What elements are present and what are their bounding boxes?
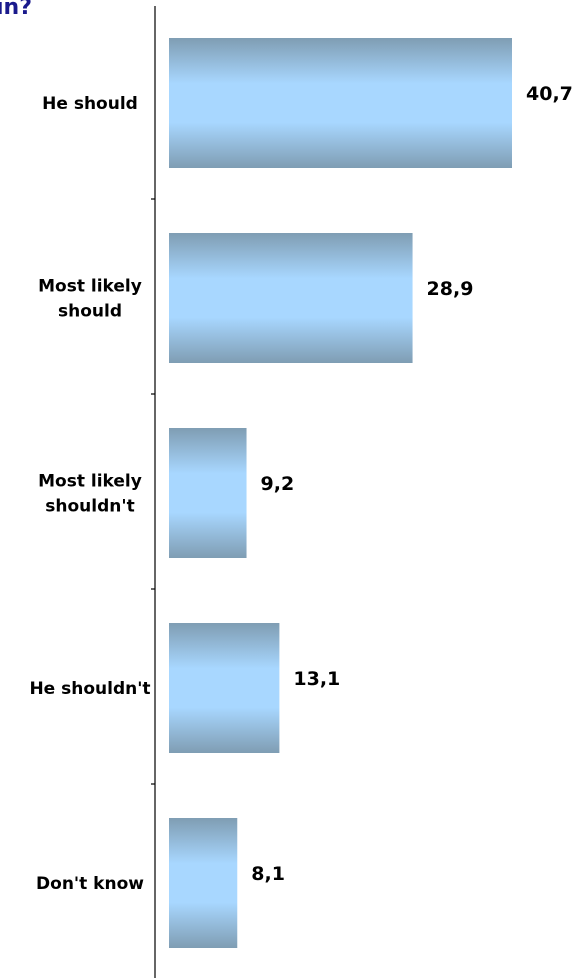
category-label-4: He shouldn't: [29, 679, 150, 699]
category-label-1: He should: [42, 94, 138, 114]
category-label-3-line-1: Most likely: [38, 472, 142, 492]
category-label-2-line-1: Most likely: [38, 277, 142, 297]
value-label-2: 28,9: [427, 278, 474, 300]
value-label-5: 8,1: [251, 863, 285, 885]
chart-title-fragment: ın?: [0, 0, 32, 20]
value-label-3: 9,2: [261, 473, 295, 495]
bar-3: [169, 428, 247, 558]
bar-2: [169, 233, 413, 363]
value-label-1: 40,7: [526, 83, 573, 105]
bar-4: [169, 623, 280, 753]
bar-5: [169, 818, 238, 948]
value-label-4: 13,1: [293, 668, 340, 690]
category-label-2-line-2: should: [58, 302, 122, 322]
bar-1: [169, 38, 512, 168]
category-label-3-line-2: shouldn't: [45, 497, 134, 517]
category-label-5: Don't know: [36, 874, 144, 894]
